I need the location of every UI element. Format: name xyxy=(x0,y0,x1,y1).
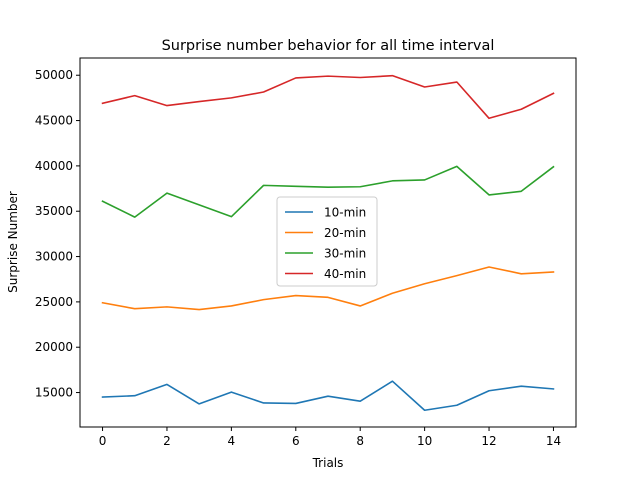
x-tick-label: 2 xyxy=(163,434,171,448)
chart-title: Surprise number behavior for all time in… xyxy=(162,38,495,54)
series-line-40-min xyxy=(101,74,555,120)
x-tick-label: 0 xyxy=(99,434,107,448)
legend-label-40-min: 40-min xyxy=(324,267,366,281)
legend: 10-min 20-min 30-min 40-min xyxy=(276,196,378,287)
x-tick-label: 6 xyxy=(292,434,300,448)
x-axis-label: Trials xyxy=(312,456,344,470)
y-tick-label: 15000 xyxy=(35,386,73,400)
y-axis-label: Surprise Number xyxy=(6,191,20,293)
legend-label-30-min: 30-min xyxy=(324,247,366,261)
y-tick-label: 30000 xyxy=(35,250,73,264)
x-tick-label: 14 xyxy=(546,434,561,448)
y-tick-label: 35000 xyxy=(35,204,73,218)
y-axis-ticks: 15000 20000 25000 30000 35000 40000 45000 50000 xyxy=(35,68,80,400)
series-line-10-min xyxy=(101,380,555,412)
x-tick-label: 4 xyxy=(228,434,236,448)
x-axis-ticks: 0 2 4 6 8 10 12 14 xyxy=(99,427,561,448)
plot-area: 0 2 4 6 8 10 12 14 15000 20000 25000 30000 35000 400… xyxy=(35,57,577,448)
series-layer xyxy=(101,74,555,412)
x-tick-label: 10 xyxy=(417,434,432,448)
x-tick-label: 8 xyxy=(356,434,364,448)
y-tick-label: 50000 xyxy=(35,68,73,82)
x-tick-label: 12 xyxy=(481,434,496,448)
y-tick-label: 25000 xyxy=(35,295,73,309)
legend-label-20-min: 20-min xyxy=(324,226,366,240)
legend-label-10-min: 10-min xyxy=(324,206,366,220)
y-tick-label: 45000 xyxy=(35,114,73,128)
y-tick-label: 20000 xyxy=(35,340,73,354)
legend-frame xyxy=(276,196,378,287)
series-line-30-min xyxy=(101,165,555,218)
axes-frame xyxy=(79,57,577,428)
series-line-20-min xyxy=(101,266,555,311)
y-tick-label: 40000 xyxy=(35,159,73,173)
